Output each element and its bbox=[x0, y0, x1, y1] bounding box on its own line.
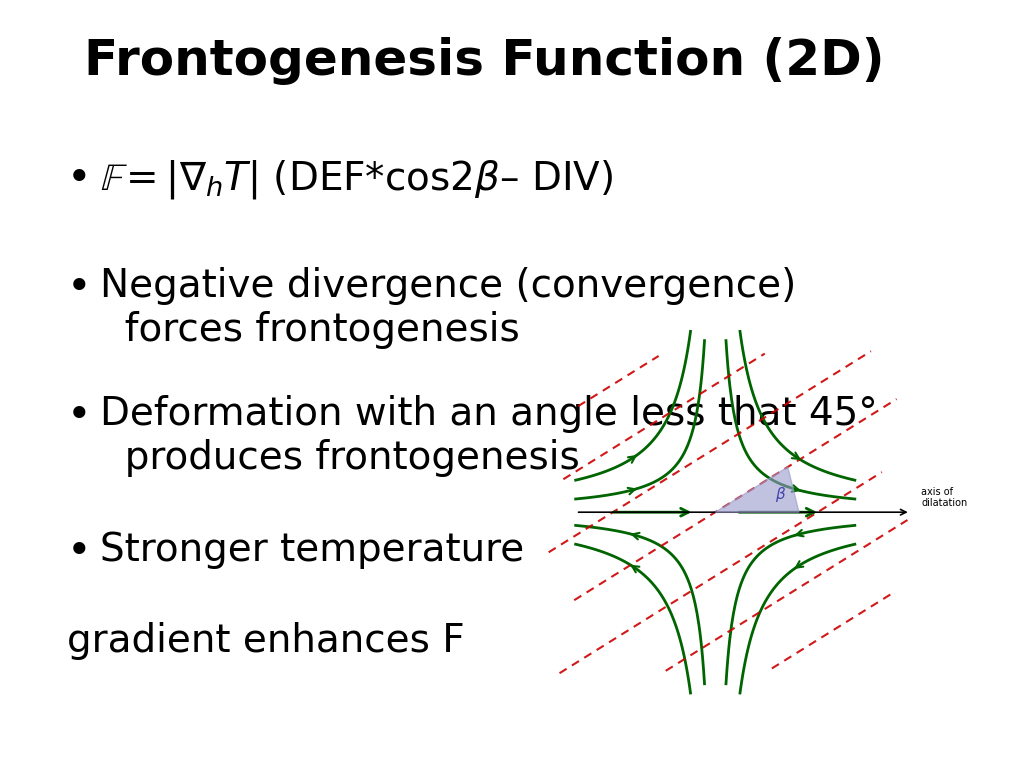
Text: Deformation with an angle less that 45°
  produces frontogenesis: Deformation with an angle less that 45° … bbox=[100, 396, 879, 477]
Text: •: • bbox=[68, 267, 92, 309]
Text: $\mathbb{F} = |\nabla_h \mathit{T}|$ (DEF*cos2$\beta$– DIV): $\mathbb{F} = |\nabla_h \mathit{T}|$ (DE… bbox=[100, 157, 613, 200]
Text: Negative divergence (convergence)
  forces frontogenesis: Negative divergence (convergence) forces… bbox=[100, 267, 797, 349]
Text: gradient enhances F: gradient enhances F bbox=[68, 621, 465, 660]
Text: •: • bbox=[68, 396, 92, 437]
Text: Frontogenesis Function (2D): Frontogenesis Function (2D) bbox=[84, 37, 884, 85]
Text: Stronger temperature: Stronger temperature bbox=[100, 531, 524, 569]
Text: •: • bbox=[68, 157, 92, 200]
Text: •: • bbox=[68, 531, 92, 573]
